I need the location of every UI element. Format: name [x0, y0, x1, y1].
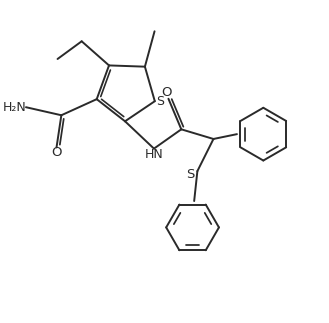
Text: S: S: [186, 168, 194, 181]
Text: HN: HN: [144, 148, 163, 161]
Text: O: O: [51, 146, 62, 159]
Text: O: O: [162, 86, 172, 99]
Text: S: S: [157, 95, 164, 108]
Text: H₂N: H₂N: [3, 101, 27, 114]
